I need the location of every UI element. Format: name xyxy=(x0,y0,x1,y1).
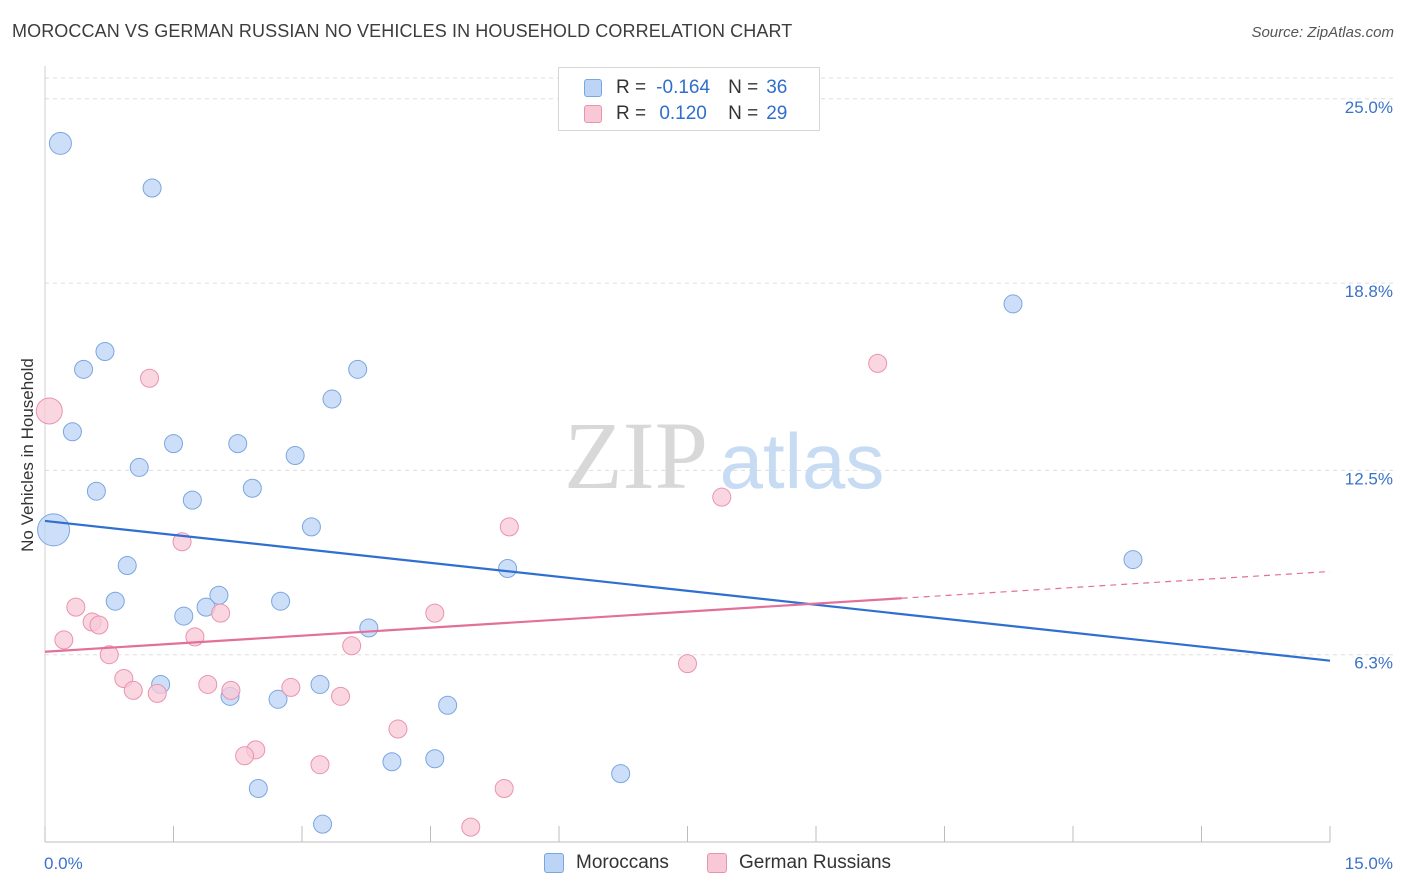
x-tick-label-min: 0.0% xyxy=(44,854,83,873)
y-tick-label-3: 25.0% xyxy=(1345,98,1393,117)
y-tick-label-0: 6.3% xyxy=(1354,654,1393,673)
moroccans-legend-swatch xyxy=(544,853,564,873)
moroccans-point-6[interactable] xyxy=(86,481,106,501)
moroccans-swatch xyxy=(584,79,602,97)
german-russians-point-17[interactable] xyxy=(281,677,301,697)
trendlines xyxy=(44,519,1331,662)
moroccans-point-35[interactable] xyxy=(1123,550,1143,570)
moroccans-point-9[interactable] xyxy=(182,490,202,510)
watermark-atlas: atlas xyxy=(720,417,885,505)
n-label: N = xyxy=(728,103,759,124)
moroccans-point-26[interactable] xyxy=(310,674,330,694)
y-axis-label: No Vehicles in Household xyxy=(18,358,37,552)
legend-item-german-russians[interactable]: German Russians xyxy=(707,852,891,874)
german-russians-trendline xyxy=(44,597,902,653)
moroccans-point-30[interactable] xyxy=(313,814,333,834)
x-tick-label-max: 15.0% xyxy=(1345,854,1393,873)
moroccans-point-4[interactable] xyxy=(95,341,115,361)
legend-row-german-russians: R = 0.120 N = 29 xyxy=(584,102,787,126)
moroccans-point-21[interactable] xyxy=(271,591,291,611)
watermark-zip: ZIP xyxy=(564,402,708,509)
german-russians-point-18[interactable] xyxy=(310,755,330,775)
german-russians-point-27[interactable] xyxy=(712,487,732,507)
german-russians-point-13[interactable] xyxy=(198,674,218,694)
y-tick-label-2: 18.8% xyxy=(1345,282,1393,301)
moroccans-point-14[interactable] xyxy=(322,389,342,409)
german-russians-point-26[interactable] xyxy=(678,654,697,674)
gridlines xyxy=(45,77,1395,656)
german-russians-point-3[interactable] xyxy=(66,597,86,617)
german-russians-point-19[interactable] xyxy=(331,686,351,706)
moroccans-point-27[interactable] xyxy=(438,695,458,715)
german-russians-points xyxy=(35,353,888,837)
r-label: R = xyxy=(616,103,647,124)
moroccans-r-value: -0.164 xyxy=(656,77,711,98)
moroccans-point-5[interactable] xyxy=(62,422,82,442)
y-tick-label-1: 12.5% xyxy=(1345,469,1393,488)
german-russians-point-5[interactable] xyxy=(89,615,109,635)
german-russians-point-24[interactable] xyxy=(494,778,514,798)
moroccans-point-33[interactable] xyxy=(611,764,631,784)
moroccans-point-32[interactable] xyxy=(425,749,445,769)
correlation-legend: R = -0.164 N = 36 R = 0.120 N = 29 xyxy=(558,67,820,131)
series-legend: Moroccans German Russians xyxy=(0,852,1406,876)
r-label: R = xyxy=(616,77,647,98)
moroccans-point-0[interactable] xyxy=(48,131,72,155)
german-russians-point-7[interactable] xyxy=(99,645,119,665)
german-russians-swatch xyxy=(584,105,602,123)
german-russians-point-25[interactable] xyxy=(461,817,481,837)
german-russians-r-value: 0.120 xyxy=(659,103,707,124)
moroccans-point-2[interactable] xyxy=(37,513,71,547)
source-label: Source: ZipAtlas.com xyxy=(1251,24,1394,41)
german-russians-point-6[interactable] xyxy=(54,630,74,650)
german-russians-n-value: 29 xyxy=(766,103,788,124)
german-russians-point-1[interactable] xyxy=(140,368,160,388)
moroccans-point-28[interactable] xyxy=(498,559,518,579)
moroccans-point-8[interactable] xyxy=(164,434,183,454)
chart-title: MOROCCAN VS GERMAN RUSSIAN NO VEHICLES I… xyxy=(12,21,793,41)
german-russians-point-9[interactable] xyxy=(123,680,143,700)
moroccans-point-29[interactable] xyxy=(248,778,268,798)
moroccans-point-1[interactable] xyxy=(142,178,162,198)
german-russians-point-28[interactable] xyxy=(868,353,888,373)
german-russians-point-21[interactable] xyxy=(388,719,408,739)
n-label: N = xyxy=(728,77,759,98)
moroccans-point-16[interactable] xyxy=(117,556,137,576)
moroccans-point-17[interactable] xyxy=(105,591,125,611)
german-russians-point-23[interactable] xyxy=(499,517,519,537)
moroccans-point-12[interactable] xyxy=(285,446,305,466)
german-russians-point-12[interactable] xyxy=(211,603,231,623)
moroccans-point-20[interactable] xyxy=(174,606,194,626)
moroccans-n-value: 36 xyxy=(766,77,788,98)
moroccans-point-15[interactable] xyxy=(348,359,368,379)
moroccans-point-11[interactable] xyxy=(242,478,262,498)
moroccans-point-34[interactable] xyxy=(1003,294,1023,314)
german-russians-trendline-extension xyxy=(901,570,1331,599)
moroccans-point-7[interactable] xyxy=(129,457,149,477)
german-russians-legend-label: German Russians xyxy=(739,852,892,873)
watermark: ZIP atlas xyxy=(564,402,884,509)
moroccans-trendline xyxy=(44,519,1331,662)
german-russians-point-10[interactable] xyxy=(147,683,167,703)
german-russians-point-0[interactable] xyxy=(35,397,63,425)
german-russians-point-22[interactable] xyxy=(425,603,445,623)
moroccans-point-13[interactable] xyxy=(301,517,321,537)
german-russians-point-14[interactable] xyxy=(221,680,241,700)
moroccans-point-10[interactable] xyxy=(228,434,248,454)
german-russians-legend-swatch xyxy=(707,853,727,873)
axes xyxy=(44,66,1331,843)
moroccans-point-31[interactable] xyxy=(382,752,402,772)
legend-item-moroccans[interactable]: Moroccans xyxy=(544,852,669,874)
moroccans-point-3[interactable] xyxy=(74,359,94,379)
german-russians-point-20[interactable] xyxy=(342,636,362,656)
y-tick-labels: 6.3% 12.5% 18.8% 25.0% xyxy=(1345,98,1393,673)
moroccans-point-25[interactable] xyxy=(268,689,288,709)
legend-row-moroccans: R = -0.164 N = 36 xyxy=(584,76,787,100)
x-tick-labels: 0.0% 15.0% xyxy=(44,854,1393,873)
german-russians-point-16[interactable] xyxy=(235,746,255,766)
moroccans-legend-label: Moroccans xyxy=(576,852,669,873)
moroccans-point-22[interactable] xyxy=(359,618,379,638)
moroccans-points xyxy=(37,131,1143,834)
